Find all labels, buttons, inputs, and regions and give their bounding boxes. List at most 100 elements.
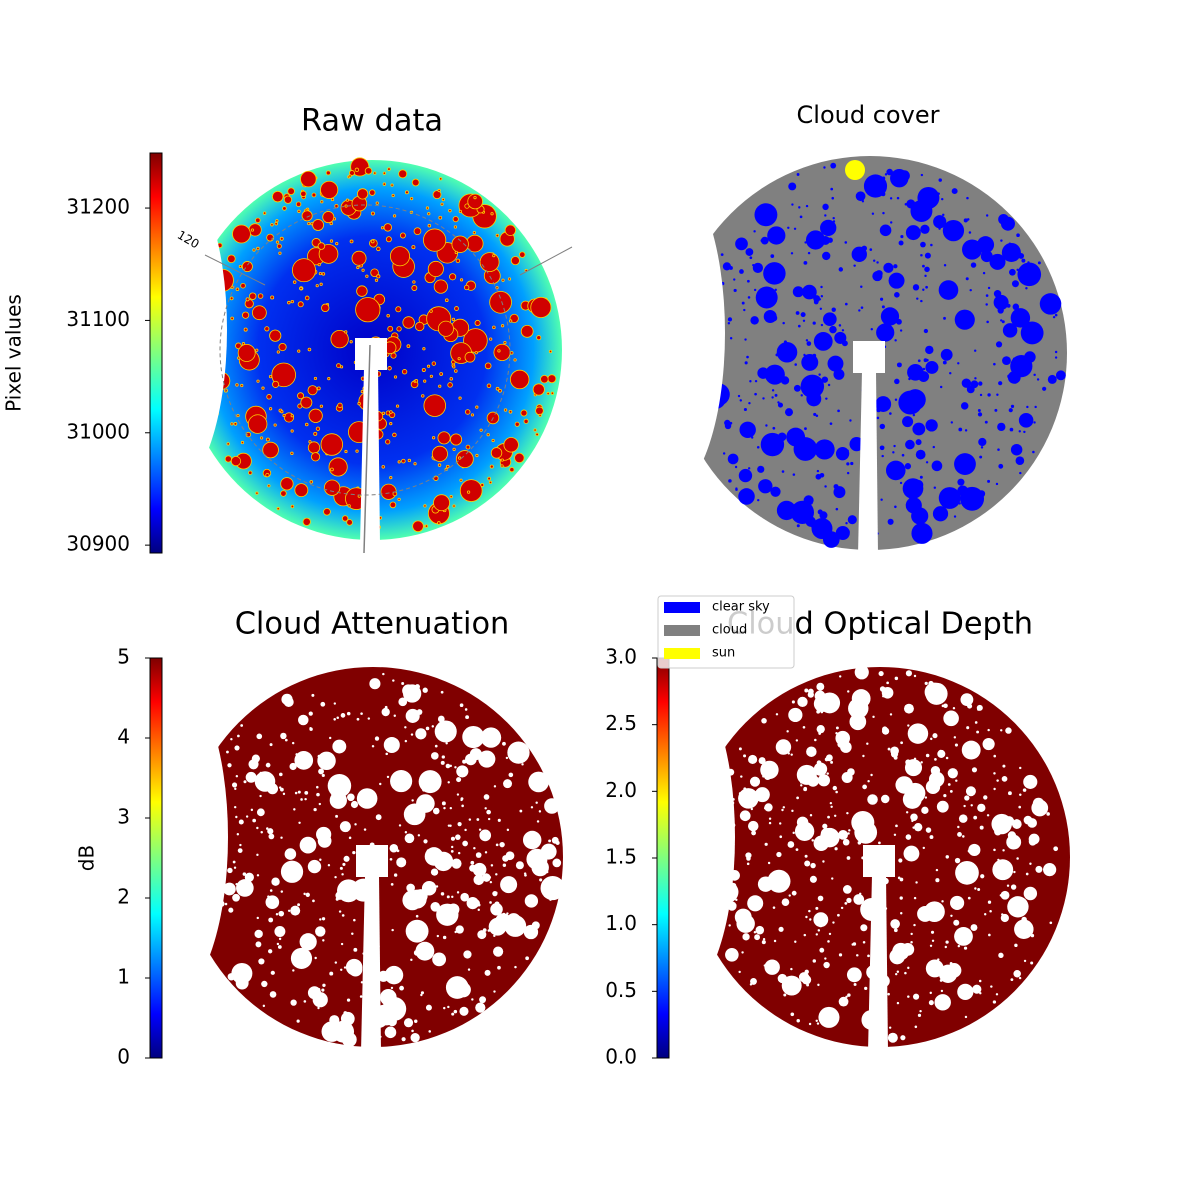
spot xyxy=(337,885,343,891)
spot xyxy=(813,835,829,851)
spot xyxy=(532,854,537,858)
spot xyxy=(775,739,792,755)
spot xyxy=(995,482,999,486)
spot xyxy=(862,784,867,790)
spot xyxy=(725,948,739,962)
spot xyxy=(795,311,800,315)
spot xyxy=(741,951,744,954)
spot xyxy=(931,769,935,773)
spot xyxy=(447,781,450,784)
spot xyxy=(314,956,317,960)
spot xyxy=(459,703,464,708)
spot xyxy=(231,782,238,788)
spot xyxy=(1007,831,1016,840)
spot xyxy=(328,736,332,740)
spot xyxy=(348,174,352,178)
spot xyxy=(895,972,898,976)
spot xyxy=(322,939,325,942)
spot xyxy=(1029,862,1032,865)
spot xyxy=(364,167,373,175)
polar-line xyxy=(363,344,371,554)
spot xyxy=(236,413,240,418)
mask xyxy=(356,845,388,877)
spot xyxy=(389,501,397,509)
spot xyxy=(803,260,808,265)
spot xyxy=(866,968,870,971)
spot xyxy=(371,745,375,748)
spot xyxy=(384,1026,397,1039)
spot xyxy=(324,1035,327,1038)
spot xyxy=(297,790,301,794)
spot xyxy=(880,307,900,326)
spot xyxy=(271,362,296,388)
spot xyxy=(318,244,339,264)
spot xyxy=(423,839,428,844)
spot xyxy=(1001,776,1008,782)
spot xyxy=(536,335,542,341)
spot xyxy=(984,420,988,424)
spot xyxy=(743,308,746,312)
spot xyxy=(832,785,837,791)
spot xyxy=(226,442,230,446)
spot xyxy=(493,946,504,957)
spot xyxy=(316,792,320,797)
spot xyxy=(307,441,321,454)
spot xyxy=(503,340,507,345)
spot xyxy=(898,858,903,863)
spot xyxy=(475,852,482,858)
spot xyxy=(243,780,247,784)
spot xyxy=(370,239,375,244)
spot xyxy=(262,211,267,215)
spot xyxy=(257,293,264,299)
spot xyxy=(311,693,315,697)
spot xyxy=(269,407,273,411)
spot xyxy=(470,413,475,417)
spot xyxy=(490,864,494,867)
spot xyxy=(905,439,915,450)
spot xyxy=(304,295,310,301)
spot xyxy=(275,240,280,244)
spot xyxy=(237,343,256,362)
spot xyxy=(299,933,317,951)
panel-title: Raw data xyxy=(301,104,443,139)
spot xyxy=(334,875,337,879)
spot xyxy=(269,991,277,998)
spot xyxy=(929,737,933,741)
spot xyxy=(261,386,265,390)
spot xyxy=(896,362,902,368)
spot xyxy=(859,892,862,896)
spot xyxy=(424,524,429,528)
spot xyxy=(294,751,314,770)
spot xyxy=(1002,356,1011,366)
spot xyxy=(728,479,732,483)
spot xyxy=(472,862,487,877)
spot xyxy=(818,298,822,301)
spot xyxy=(226,750,229,754)
spot xyxy=(287,300,291,305)
spot xyxy=(776,500,797,521)
spot xyxy=(914,1025,918,1029)
spot xyxy=(729,421,733,425)
spot xyxy=(341,873,344,876)
spot xyxy=(958,502,961,505)
spot xyxy=(915,449,926,460)
spot xyxy=(963,804,966,808)
spot xyxy=(925,461,929,464)
spot xyxy=(321,303,330,313)
spot xyxy=(478,828,482,831)
spot xyxy=(473,846,476,850)
spot xyxy=(293,808,296,811)
legend-label: clear sky xyxy=(712,600,770,615)
spot xyxy=(451,895,454,899)
spot xyxy=(447,382,453,388)
spot xyxy=(379,782,382,786)
spot xyxy=(1002,764,1006,768)
spot xyxy=(820,295,824,298)
spot xyxy=(410,1033,420,1043)
spot xyxy=(795,739,799,742)
spot xyxy=(535,406,544,416)
spot xyxy=(265,762,271,768)
spot xyxy=(910,940,913,944)
spot xyxy=(889,713,893,716)
spot xyxy=(436,934,440,938)
